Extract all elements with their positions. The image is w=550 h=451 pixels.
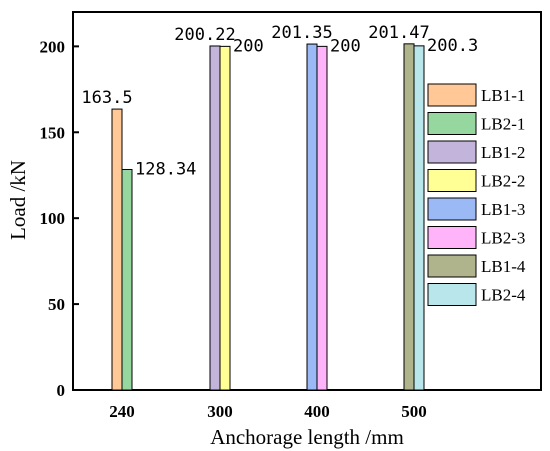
x-tick-label: 400 — [304, 402, 330, 421]
y-tick-label: 200 — [40, 37, 66, 56]
data-label-lb1-3: 201.35 — [271, 23, 332, 43]
data-label-lb1-1: 163.5 — [81, 88, 132, 108]
legend-label-lb2-1: LB2-1 — [481, 115, 525, 134]
data-label-lb2-2: 200 — [233, 36, 264, 56]
bar-lb2-2 — [219, 45, 231, 391]
y-axis-title: Load /kN — [6, 160, 30, 240]
legend-swatch-lb1-2 — [427, 140, 477, 164]
bar-lb2-1 — [121, 168, 133, 391]
y-tick-label: 0 — [57, 381, 66, 400]
legend-label-lb2-4: LB2-4 — [481, 286, 526, 305]
x-tick-label: 300 — [207, 402, 233, 421]
y-axis: 0 50 100 150 200 — [40, 37, 79, 400]
y-tick-label: 100 — [40, 209, 66, 228]
bar-lb1-4 — [403, 43, 415, 391]
bar-lb1-3 — [306, 43, 318, 391]
legend-label-lb1-1: LB1-1 — [481, 86, 525, 105]
data-label-lb2-4: 200.3 — [427, 36, 478, 56]
x-tick-label: 240 — [109, 402, 135, 421]
data-label-lb2-1: 128.34 — [135, 159, 196, 179]
data-label-lb1-2: 200.22 — [174, 25, 235, 45]
x-axis-title: Anchorage length /mm — [210, 425, 404, 449]
y-tick-label: 50 — [48, 295, 65, 314]
bar-lb2-4 — [413, 45, 425, 391]
legend-label-lb1-2: LB1-2 — [481, 143, 525, 162]
legend-swatch-lb2-3 — [427, 226, 477, 249]
bars — [111, 43, 425, 391]
legend-swatch-lb2-1 — [427, 112, 477, 135]
legend-swatch-lb2-4 — [427, 283, 477, 306]
legend: LB1-1 LB2-1 LB1-2 LB2-2 LB1-3 LB2-3 LB1-4 LB2-4 — [427, 83, 526, 306]
bar-lb2-3 — [316, 45, 328, 391]
data-label-lb2-3: 200 — [330, 36, 361, 56]
x-axis: 240 300 400 500 — [109, 402, 427, 421]
legend-label-lb1-3: LB1-3 — [481, 200, 525, 219]
x-tick-label: 500 — [401, 402, 427, 421]
legend-swatch-lb2-2 — [427, 169, 477, 192]
legend-swatch-lb1-3 — [427, 197, 477, 221]
legend-label-lb2-3: LB2-3 — [481, 229, 525, 248]
y-tick-label: 150 — [40, 123, 66, 142]
bar-lb1-1 — [111, 108, 123, 391]
bar-lb1-2 — [209, 45, 221, 391]
legend-swatch-lb1-4 — [427, 254, 477, 278]
legend-label-lb1-4: LB1-4 — [481, 257, 526, 276]
data-label-lb1-4: 201.47 — [368, 23, 429, 43]
legend-swatch-lb1-1 — [427, 83, 477, 107]
legend-label-lb2-2: LB2-2 — [481, 172, 525, 191]
